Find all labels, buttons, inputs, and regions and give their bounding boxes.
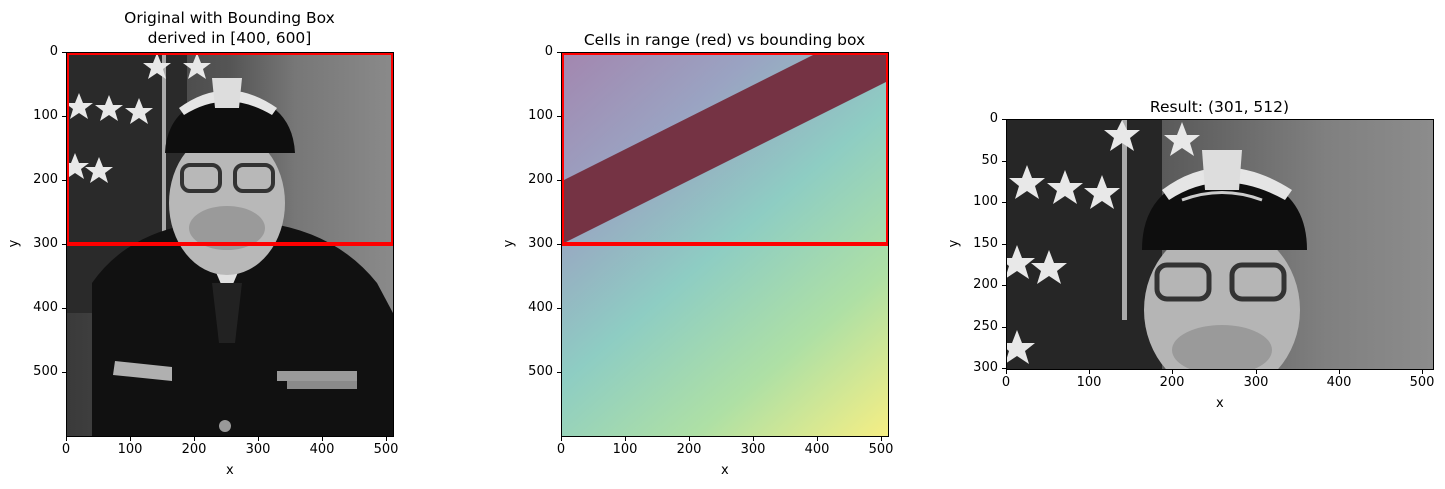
xtick-label: 200: [181, 442, 207, 457]
ytick-label: 0: [989, 111, 998, 126]
x-axis-label: x: [226, 463, 234, 478]
xtick-label: 400: [804, 442, 830, 457]
ytick-label: 50: [981, 153, 998, 168]
xtick-label: 300: [1243, 375, 1269, 390]
ytick-label: 100: [528, 108, 553, 123]
result-image-axes: [1006, 119, 1434, 370]
ytick-label: 150: [973, 236, 998, 251]
x-axis-label: x: [721, 463, 729, 478]
panel-3-title: Result: (301, 512): [1149, 98, 1290, 116]
x-axis-label: x: [1216, 396, 1224, 411]
ytick-label: 200: [528, 172, 553, 187]
ytick-label: 500: [33, 364, 58, 379]
ytick-label: 100: [973, 194, 998, 209]
cropped-portrait-image: [1007, 120, 1433, 369]
panel-1-title: Original with Bounding Box derived in [4…: [124, 9, 335, 47]
ytick-label: 400: [528, 300, 553, 315]
xtick-label: 0: [556, 442, 566, 457]
bounding-box: [67, 53, 393, 246]
ytick-label: 300: [973, 360, 998, 375]
ytick-label: 300: [528, 236, 553, 251]
xtick-label: 300: [245, 442, 271, 457]
ytick-label: 400: [33, 300, 58, 315]
xtick-label: 100: [1076, 375, 1102, 390]
ytick-label: 300: [33, 236, 58, 251]
y-axis-label: y: [6, 239, 22, 248]
xtick-label: 0: [61, 442, 71, 457]
y-axis-label: y: [501, 239, 517, 248]
ytick-label: 200: [33, 172, 58, 187]
bounding-box: [562, 53, 888, 246]
ytick-label: 100: [33, 108, 58, 123]
xtick-label: 500: [868, 442, 894, 457]
xtick-label: 100: [117, 442, 143, 457]
xtick-label: 0: [1001, 375, 1011, 390]
ytick-label: 500: [528, 364, 553, 379]
xtick-label: 400: [309, 442, 335, 457]
xtick-label: 200: [676, 442, 702, 457]
cells-heatmap-axes: [561, 52, 889, 437]
xtick-label: 100: [612, 442, 638, 457]
xtick-label: 300: [740, 442, 766, 457]
panel-2-title: Cells in range (red) vs bounding box: [583, 31, 866, 49]
xtick-label: 500: [1409, 375, 1435, 390]
ytick-label: 200: [973, 277, 998, 292]
xtick-label: 500: [373, 442, 399, 457]
original-image-axes: [66, 52, 394, 437]
ytick-label: 0: [49, 44, 58, 59]
xtick-label: 200: [1159, 375, 1185, 390]
xtick-label: 400: [1326, 375, 1352, 390]
ytick-label: 250: [973, 319, 998, 334]
ytick-label: 0: [544, 44, 553, 59]
in-range-band: [562, 53, 888, 244]
y-axis-label: y: [946, 239, 962, 248]
